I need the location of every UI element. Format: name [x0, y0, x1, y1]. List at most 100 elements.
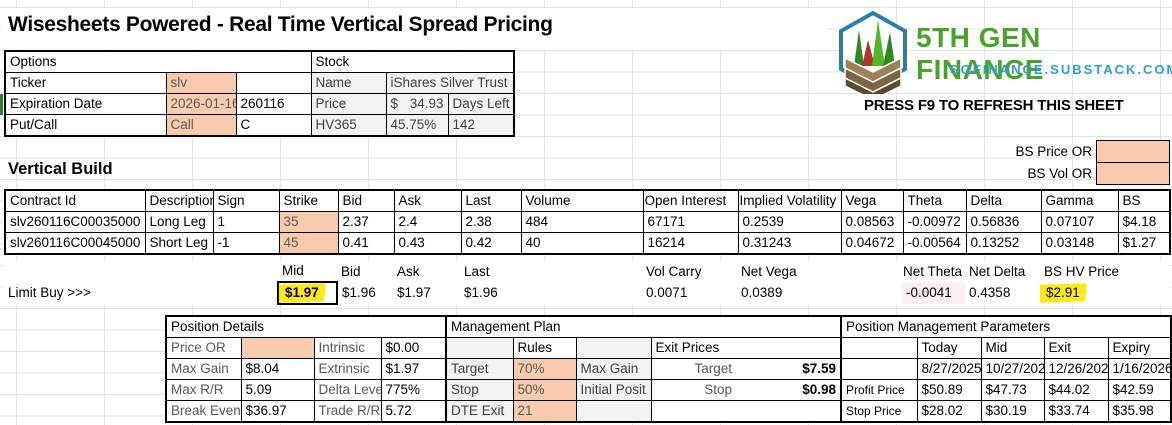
cell-gamma: 0.07107: [1040, 211, 1119, 233]
col-last: Last: [460, 189, 522, 212]
options-stock-table: Options Stock Ticker slv Name iShares Si…: [4, 50, 516, 137]
stop-rule-input-cell[interactable]: 50%: [512, 379, 577, 401]
col-implied-volatility: Implied Volatility: [737, 189, 842, 212]
pm-col-exit: Exit: [1043, 337, 1109, 359]
legs-header-row: Contract Id Description Sign Strike Bid …: [4, 189, 1171, 212]
bid-price-value: $1.96: [342, 285, 376, 300]
price-or-input-cell[interactable]: [240, 337, 315, 359]
profit-price-label: Profit Price: [840, 379, 918, 401]
pm-col-mid: Mid: [980, 337, 1045, 359]
stop-price-expiry: $35.98: [1107, 400, 1172, 423]
col-volume: Volume: [520, 189, 644, 212]
rules-header: Rules: [512, 337, 577, 359]
bs-vol-override-input[interactable]: [1096, 162, 1170, 185]
ticker-input-cell[interactable]: slv: [165, 72, 237, 94]
position-management-header: Position Management Parameters: [840, 315, 1172, 338]
ask-header: Ask: [397, 263, 420, 279]
row-accent-bar: [0, 94, 3, 115]
cell-bid: 2.37: [337, 211, 395, 233]
stock-name-value: iShares Silver Trust: [385, 72, 515, 94]
expiration-code-cell: 260116: [235, 93, 312, 115]
col-open-interest: Open Interest: [642, 189, 739, 212]
cell-contract-id: slv260116C00035000: [4, 211, 146, 233]
stop-price-mid: $30.19: [980, 400, 1045, 423]
vol-carry-header: Vol Carry: [646, 263, 702, 279]
delta-leverage-value: 775%: [380, 379, 447, 401]
pm-date-today: 8/27/2025: [916, 358, 982, 380]
currency-symbol: $: [390, 96, 399, 111]
net-theta-header: Net Theta: [903, 263, 963, 279]
col-delta: Delta: [965, 189, 1042, 212]
max-gain-value: $8.04: [240, 358, 315, 380]
max-rr-value: 5.09: [240, 379, 315, 401]
exit-target-value: $7.59: [802, 361, 837, 376]
cell-contract-id: slv260116C00045000: [4, 232, 146, 255]
bs-price-override-input[interactable]: [1096, 140, 1170, 163]
putcall-input-cell[interactable]: Call: [165, 114, 237, 137]
legs-table: Contract Id Description Sign Strike Bid …: [4, 189, 1171, 255]
vertical-build-heading: Vertical Build: [8, 160, 113, 178]
col-bs: BS: [1117, 189, 1171, 212]
trade-rr-value: 5.72: [380, 400, 447, 423]
break-even-value: $36.97: [240, 400, 315, 423]
cell-bs: $4.18: [1117, 211, 1171, 233]
putcall-code-cell: C: [235, 114, 312, 137]
bs-hv-price-cell: $2.91: [1040, 282, 1169, 304]
pm-date-mid: 10/27/2025: [980, 358, 1045, 380]
bs-hv-price-header: BS HV Price: [1044, 263, 1120, 279]
net-theta-value: -0.0041: [902, 282, 966, 304]
break-even-label: Break Even Price: [165, 400, 242, 423]
long-leg-row: slv260116C00035000 Long Leg 1 35 2.37 2.…: [4, 211, 1171, 233]
profit-price-exit: $44.02: [1043, 379, 1109, 401]
extrinsic-label: Extrinsic: [313, 358, 382, 380]
hv365-label: HV365: [310, 114, 387, 137]
cell-bs: $1.27: [1117, 232, 1171, 255]
cell-sign: -1: [212, 232, 280, 255]
target-rule-input-cell[interactable]: 70%: [512, 358, 577, 380]
putcall-label: Put/Call: [4, 114, 167, 137]
brand-site-link[interactable]: SGFINANCE.SUBSTACK.COM: [950, 62, 1172, 77]
stop-price-exit: $33.74: [1043, 400, 1109, 423]
bs-vol-override-label: BS Vol OR: [1027, 166, 1092, 181]
page-title: Wisesheets Powered - Real Time Vertical …: [8, 13, 553, 36]
vol-carry-value: 0.0071: [646, 285, 688, 300]
cell-volume: 484: [520, 211, 644, 233]
exit-stop-value: $0.98: [802, 382, 837, 397]
dte-exit-input-cell[interactable]: 21: [512, 400, 577, 423]
days-left-value: 142: [447, 114, 515, 137]
pm-date-expiry: 1/16/2026: [1107, 358, 1172, 380]
long-strike-input-cell[interactable]: 35: [278, 211, 339, 233]
short-strike-input-cell[interactable]: 45: [278, 232, 339, 255]
position-details-header: Position Details: [165, 315, 447, 338]
cell-volume: 40: [520, 232, 644, 255]
bid-header: Bid: [341, 263, 361, 279]
options-section-header: Options: [4, 50, 312, 73]
col-bid: Bid: [337, 189, 395, 212]
target-rule-label: Target: [445, 358, 514, 380]
mid-price-selected-cell[interactable]: $1.97: [277, 281, 339, 305]
stop-rule-label: Stop: [445, 379, 514, 401]
col-description: Description: [144, 189, 214, 212]
cell-implied-volatility: 0.31243: [737, 232, 842, 255]
col-vega: Vega: [840, 189, 904, 212]
profit-price-expiry: $42.59: [1107, 379, 1172, 401]
cell-last: 2.38: [460, 211, 522, 233]
max-rr-label: Max R/R: [165, 379, 242, 401]
cell-ask: 2.4: [393, 211, 462, 233]
price-value-cell: $ 34.93: [385, 93, 449, 115]
last-header: Last: [464, 263, 490, 279]
summary-header-row: Mid Bid Ask Last Vol Carry Net Vega Net …: [4, 261, 1169, 282]
net-vega-value: 0.0389: [741, 285, 783, 300]
cell-implied-volatility: 0.2539: [737, 211, 842, 233]
limit-buy-row: Limit Buy >>> $1.97 $1.96 $1.97 $1.96 0.…: [4, 281, 1169, 305]
position-management-table: Position Management Parameters Today Mid…: [840, 315, 1172, 423]
intrinsic-label: Intrinsic: [313, 337, 382, 359]
management-plan-header: Management Plan: [445, 315, 842, 338]
price-value: 34.93: [409, 96, 444, 111]
pm-col-expiry: Expiry: [1107, 337, 1172, 359]
intrinsic-value: $0.00: [380, 337, 447, 359]
col-strike: Strike: [278, 189, 339, 212]
profit-price-today: $50.89: [916, 379, 982, 401]
expiration-input-cell[interactable]: 2026-01-16: [165, 93, 237, 115]
stop-price-label: Stop Price: [840, 400, 918, 423]
